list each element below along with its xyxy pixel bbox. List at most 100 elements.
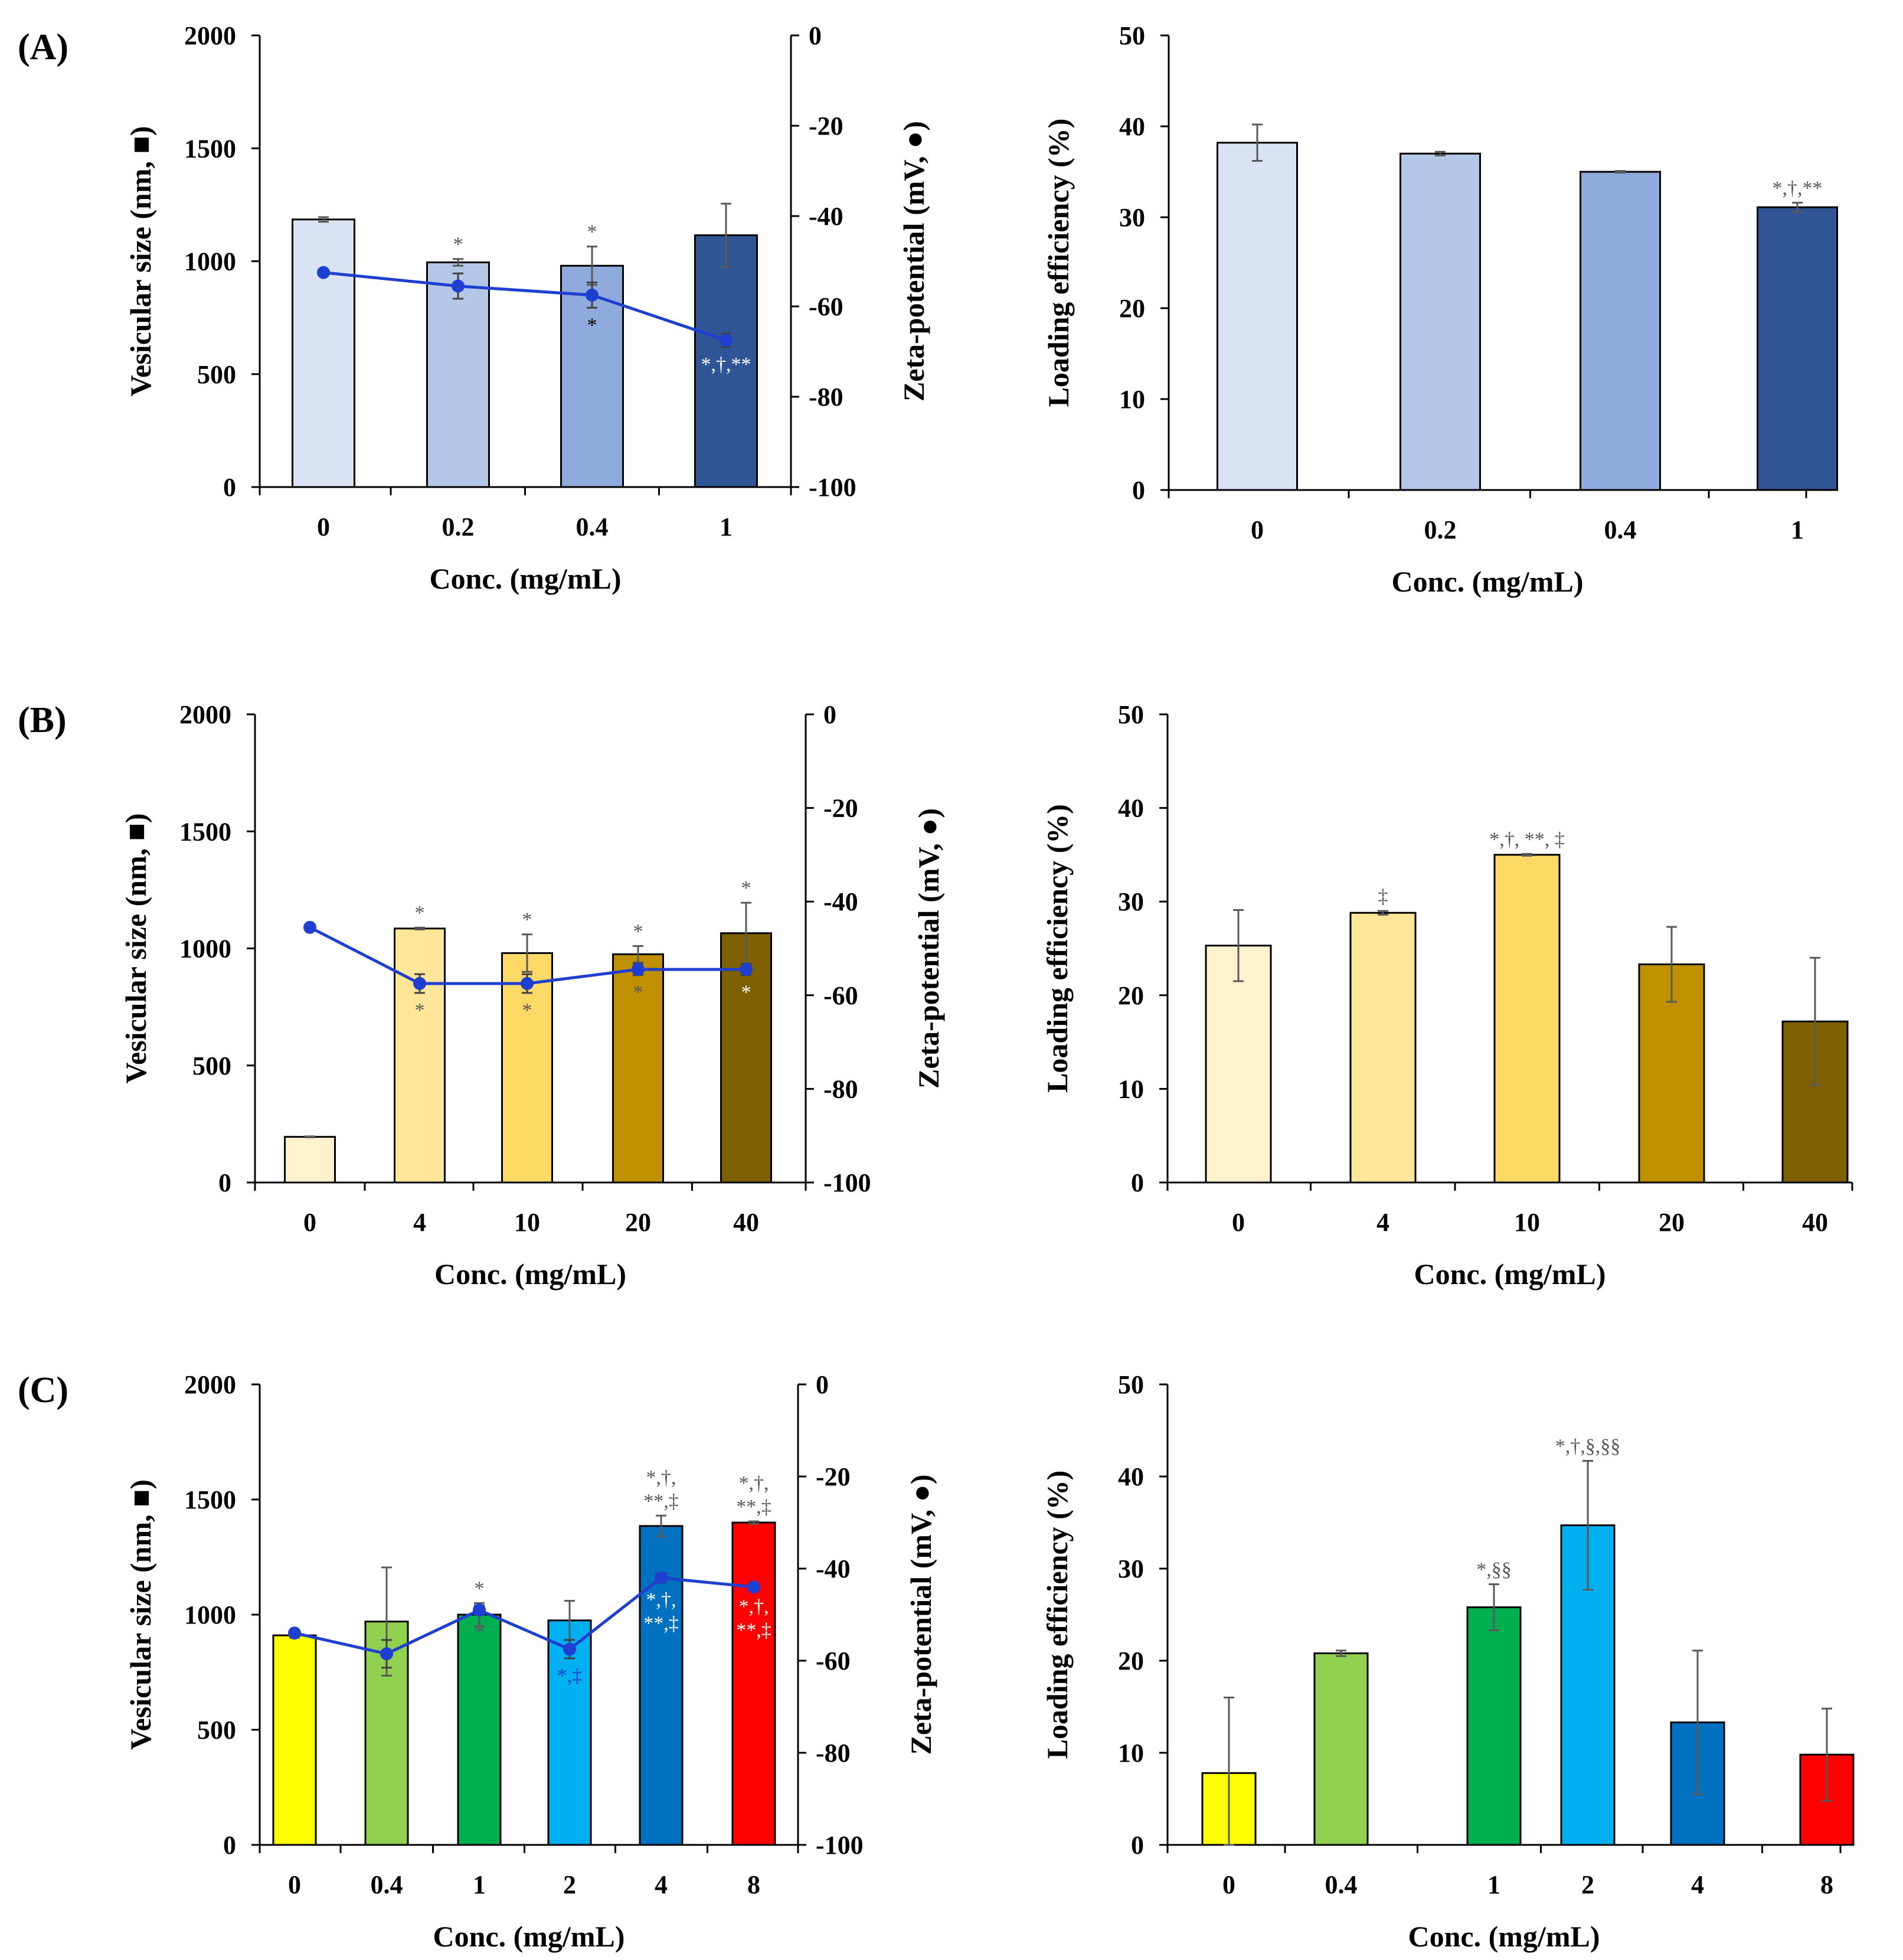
bar [1217,142,1298,491]
y2-axis-label: Zeta-potential (mV, ●) [897,121,930,401]
y-tick-label: 40 [1118,1462,1144,1491]
y-tick-label: 50 [1118,700,1144,729]
x-tick-label: 10 [1514,1208,1540,1237]
x-tick-label: 0 [317,512,330,541]
y-tick-label: 40 [1118,794,1144,823]
y-tick-label: 40 [1119,112,1145,141]
x-tick-label: 0 [303,1208,316,1237]
y2-axis-label: Zeta-potential (mV, ●) [912,808,945,1089]
chart-panel-3: (B) 0 500 1000 1500 2000 0 4 10 20 40 Conc. (mg/mL)… [18,700,945,1291]
zeta-significance-label: *,†, [739,1596,769,1618]
y-tick-label: 1500 [179,817,231,846]
y-tick-label: 10 [1118,1739,1144,1768]
bar [612,953,664,1184]
significance-label: *,†,** [1773,177,1823,199]
y-axis-label: Loading efficiency (%) [1042,119,1075,407]
significance-label: * [475,1578,485,1600]
y2-tick-label: -20 [823,794,858,823]
x-tick-label: 0.4 [576,512,609,541]
y-tick-label: 0 [1131,1831,1144,1860]
y2-tick-label: -20 [809,112,843,141]
zeta-point [413,976,426,990]
y-axis-label: Loading efficiency (%) [1041,804,1074,1093]
y2-tick-label: -40 [809,202,843,231]
significance-label: **,‡ [736,1496,771,1518]
x-tick-label: 10 [514,1208,540,1237]
y-tick-label: 1000 [184,1600,236,1629]
y-tick-label: 0 [223,1831,236,1860]
y2-tick-label: 0 [823,700,836,729]
y2-tick-label: -80 [816,1739,851,1768]
zeta-point [563,1642,576,1656]
zeta-significance-label: *,‡ [557,1665,583,1687]
x-tick-label: 8 [747,1870,760,1899]
y-axis-label: Vesicular size (nm, ■) [119,814,152,1084]
x-axis-label: Conc. (mg/mL) [1414,1257,1606,1291]
significance-label: *,†, [739,1472,769,1494]
x-axis-label: Conc. (mg/mL) [434,1257,626,1291]
significance-label: * [522,909,532,931]
y-tick-label: 0 [218,1168,231,1197]
x-tick-label: 4 [1691,1870,1704,1899]
x-tick-label: 4 [655,1870,668,1899]
significance-label: *,†, **, ‡ [1489,828,1565,850]
y-tick-label: 2000 [179,700,231,729]
y-tick-label: 1500 [184,134,236,163]
bar [457,1613,502,1846]
zeta-line [323,271,727,342]
y2-tick-label: -40 [816,1554,851,1583]
zeta-significance-label: **,‡ [643,1612,679,1634]
bar [394,927,446,1184]
panel-label: (C) [18,1370,68,1410]
y2-tick-label: -60 [809,292,843,321]
significance-label: *,§§ [1476,1559,1512,1581]
significance-label: * [587,221,597,243]
zeta-point [720,334,733,347]
zeta-point [317,266,330,279]
x-tick-label: 40 [733,1208,759,1237]
significance-label: ‡ [1378,886,1388,907]
y-tick-label: 1000 [179,935,231,963]
x-tick-label: 0 [1222,1870,1235,1899]
y2-tick-label: -80 [823,1074,858,1103]
y-tick-label: 500 [197,1716,236,1745]
zeta-significance-label: **,‡ [736,1619,771,1641]
zeta-point [740,963,753,976]
significance-label: *,†, [646,1466,676,1488]
x-tick-label: 0.2 [1424,515,1457,544]
zeta-point [452,279,465,293]
y-tick-label: 30 [1118,1554,1144,1583]
chart-panel-1: (A) 0 500 1000 1500 2000 0 0.2 0.4 1 Conc. (mg/mL)… [18,21,930,595]
y2-tick-label: -100 [809,473,856,502]
y2-tick-label: 0 [809,21,822,50]
y2-tick-label: -40 [823,887,858,916]
panel-label: (A) [18,27,68,67]
x-axis-label: Conc. (mg/mL) [1392,565,1584,598]
chart-panel-4: 0 10 20 30 40 50 0 4 10 20 40 Conc. (mg/mL) Loading … [1041,700,1853,1291]
zeta-point [380,1647,393,1661]
y2-axis-label: Zeta-potential (mV, ●) [904,1474,937,1755]
x-tick-label: 4 [1376,1208,1389,1237]
y-tick-label: 1000 [184,247,236,276]
zeta-significance-label: *,†, [646,1589,676,1611]
bar [292,218,355,488]
x-tick-label: 1 [720,512,733,541]
y-tick-label: 0 [1132,476,1145,505]
significance-label: * [415,902,425,924]
bar [1580,171,1661,491]
y2-tick-label: -80 [809,383,843,411]
y2-tick-label: -100 [816,1831,864,1860]
zeta-line [294,1576,754,1655]
zeta-significance-label: * [415,999,425,1021]
x-tick-label: 4 [413,1208,426,1237]
bar [1205,945,1272,1184]
y-tick-label: 0 [1131,1168,1144,1197]
y-tick-label: 20 [1118,1647,1144,1675]
x-tick-label: 0 [1232,1208,1245,1237]
significance-label: * [741,877,751,899]
bar [1493,854,1561,1184]
y-axis-label: Vesicular size (nm, ■) [124,126,157,397]
bar [272,1634,317,1846]
bar [284,1136,336,1184]
significance-label: **,‡ [643,1490,679,1512]
